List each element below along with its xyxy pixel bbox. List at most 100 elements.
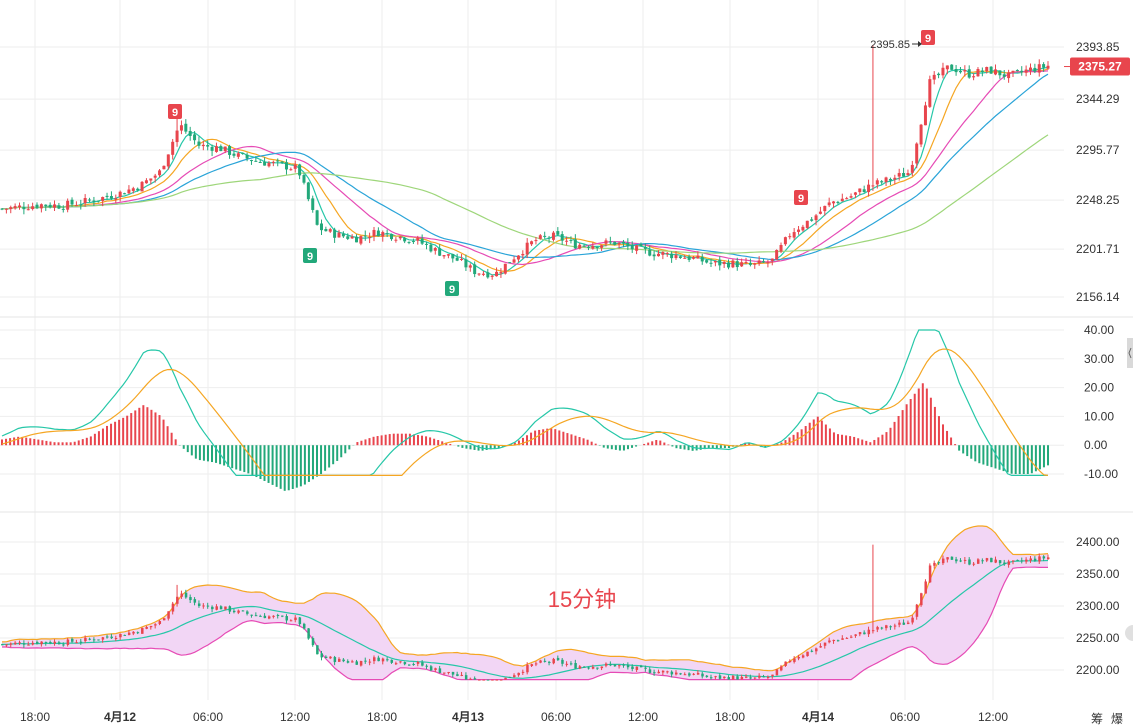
candle-body (123, 193, 127, 195)
boll-candle-body (298, 617, 302, 625)
boll-candle-body (504, 677, 507, 680)
candle-body (849, 196, 853, 198)
candle-body (88, 199, 92, 201)
candle-body (333, 229, 337, 238)
candle-body (888, 178, 892, 181)
candle-body (398, 236, 402, 239)
candle-body (788, 236, 792, 238)
boll-candle-body (351, 661, 354, 663)
candle-body (109, 196, 113, 199)
boll-candle-body (232, 610, 236, 613)
boll-candle-body (850, 636, 853, 638)
candle-body (551, 232, 555, 240)
candle-body (236, 153, 240, 157)
boll-candle-body (44, 641, 48, 643)
main-candles (0, 44, 1050, 280)
time-tick-label: 4月14 (802, 710, 834, 724)
candle-body (315, 210, 319, 225)
boll-candle-body (88, 638, 92, 640)
boll-candle-body (784, 661, 787, 666)
boll-candle-body (867, 629, 871, 635)
boll-candle-body (517, 672, 520, 676)
candle-body (954, 68, 958, 73)
time-tick-label: 12:00 (978, 710, 1008, 724)
boll-candle-body (736, 676, 739, 680)
candle-body (446, 254, 450, 256)
boll-candle-body (75, 642, 78, 644)
panel-collapse-handle[interactable] (1127, 338, 1133, 368)
candle-body (998, 70, 1002, 76)
boll-candle-body (272, 615, 275, 617)
candle-body (560, 234, 564, 241)
panel-collapse-handle-2[interactable] (1125, 625, 1133, 641)
candle-body (840, 198, 844, 202)
boll-candle-body (180, 593, 183, 597)
boll-candle-body (749, 677, 752, 679)
candle-body (832, 201, 836, 204)
boll-candle-body (841, 638, 844, 640)
boll-candle-body (460, 674, 464, 676)
candle-body (13, 206, 17, 209)
candle-body (727, 262, 731, 268)
boll-candle-body (985, 558, 989, 561)
boll-candle-body (342, 659, 345, 662)
boll-candle-body (810, 650, 814, 652)
boll-candle-body (1029, 558, 1032, 561)
last-price-value: 2375.27 (1078, 60, 1122, 74)
candle-body (884, 177, 888, 183)
main-y-tick: 2201.71 (1076, 242, 1120, 256)
high-price-marker: 2395.85 (870, 39, 922, 51)
candle-body (473, 264, 477, 275)
candle-body (792, 232, 796, 238)
boll-candle-body (968, 559, 971, 565)
boll-candle-body (123, 634, 127, 636)
candle-body (79, 204, 83, 206)
candle-body (1020, 70, 1024, 72)
macd-y-tick: 20.00 (1084, 381, 1114, 395)
boll-candle-body (639, 665, 643, 668)
boll-candle-body (955, 559, 958, 562)
boll-candle-body (609, 664, 612, 666)
candle-body (341, 233, 345, 237)
time-tick-label: 12:00 (280, 710, 310, 724)
candle-body (101, 197, 105, 201)
macd-y-tick: 0.00 (1084, 438, 1108, 452)
candle-body (31, 206, 35, 210)
candle-body (1015, 70, 1019, 72)
boll-candle-body (114, 637, 118, 639)
boll-candle-body (307, 628, 310, 639)
candle-body (1037, 64, 1041, 73)
candle-body (385, 233, 389, 235)
boll-candle-body (434, 668, 437, 670)
boll-candle-body (688, 673, 691, 676)
candle-body (438, 248, 442, 256)
candle-body (643, 247, 647, 249)
boll-candle-body (871, 630, 875, 632)
macd-y-tick: 30.00 (1084, 352, 1114, 366)
boll-candle-body (254, 615, 258, 617)
boll-y-tick: 2250.00 (1076, 631, 1120, 645)
boll-candle-body (574, 663, 577, 669)
td-marker-badge (921, 30, 935, 45)
boll-candle-body (806, 651, 809, 657)
boll-candle-body (158, 621, 162, 624)
boll-candle-body (127, 632, 131, 635)
candle-body (875, 180, 879, 185)
boll-y-axis: 2400.00 2350.00 2300.00 2250.00 2200.00 (1076, 535, 1120, 677)
boll-candle-body (775, 669, 779, 676)
boll-candle-body (246, 611, 249, 614)
candle-body (766, 262, 770, 264)
boll-candle-body (924, 581, 927, 594)
boll-candle-body (819, 646, 822, 648)
candle-body (188, 130, 192, 136)
time-tick-label: 18:00 (715, 710, 745, 724)
corner-tool-1[interactable]: 筹 (1091, 712, 1103, 726)
candle-body (376, 230, 380, 237)
candle-body (683, 257, 687, 259)
corner-tool-2[interactable]: 爆 (1111, 712, 1123, 726)
boll-candle-body (473, 678, 477, 680)
corner-labels[interactable]: 筹爆 (1091, 712, 1123, 726)
candle-body (131, 188, 135, 191)
boll-candle-body (408, 664, 411, 666)
candle-body (976, 69, 980, 77)
